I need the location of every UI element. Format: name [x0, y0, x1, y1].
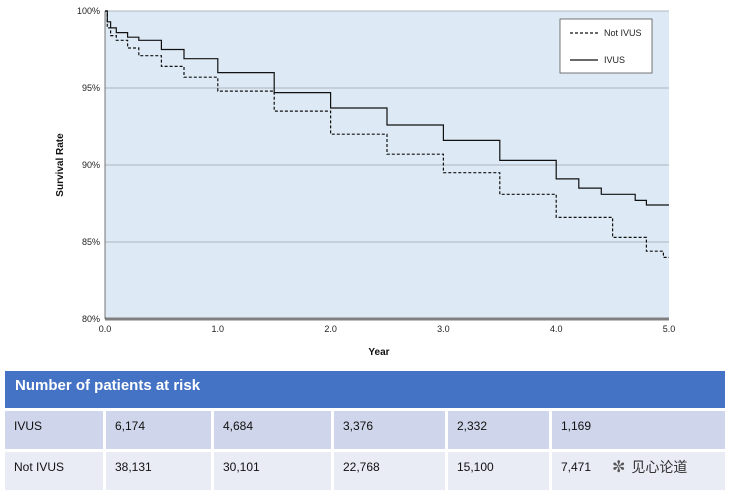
table-cell: 22,768 [334, 452, 445, 490]
survival-chart: 80% 85% 90% 95% 100% 0.0 1.0 2.0 3.0 4.0 5.0 Survi… [55, 6, 675, 358]
y-tick-label: 90% [82, 160, 100, 170]
y-tick-label: 85% [82, 237, 100, 247]
x-tick-label: 4.0 [550, 324, 563, 334]
table-row: Not IVUS 38,131 30,101 22,768 15,100 7,4… [5, 452, 725, 490]
table-cell: 2,332 [448, 411, 549, 449]
watermark: ✼ 见心论道 [612, 457, 687, 477]
grid-lines [104, 10, 669, 321]
table-row: IVUS 6,174 4,684 3,376 2,332 1,169 [5, 411, 725, 449]
legend: Not IVUS IVUS [559, 18, 653, 74]
y-tick-label: 95% [82, 83, 100, 93]
table-cell: 1,169 [552, 411, 725, 449]
table-cell: 3,376 [334, 411, 445, 449]
legend-label-ivus: IVUS [604, 55, 625, 65]
risk-table-title: Number of patients at risk [5, 371, 725, 408]
x-tick-label: 3.0 [437, 324, 450, 334]
table-cell: 30,101 [214, 452, 331, 490]
x-tick-label: 5.0 [663, 324, 676, 334]
series-line-not-ivus [105, 10, 669, 258]
row-label: IVUS [5, 411, 103, 449]
patients-at-risk-table: Number of patients at risk IVUS 6,174 4,… [5, 371, 725, 490]
legend-box [559, 18, 653, 74]
x-tick-label: 2.0 [324, 324, 337, 334]
table-cell: 7,471 [552, 452, 725, 490]
x-axis-title: Year [368, 347, 389, 358]
table-cell: 15,100 [448, 452, 549, 490]
y-tick-label: 80% [82, 314, 100, 324]
series-lines [105, 10, 669, 258]
series-line-ivus [105, 10, 669, 206]
axis-ticks: 80% 85% 90% 95% 100% 0.0 1.0 2.0 3.0 4.0 5.0 [77, 6, 675, 334]
y-tick-label: 100% [77, 6, 100, 16]
y-axis-title: Survival Rate [55, 133, 66, 197]
x-tick-label: 0.0 [99, 324, 112, 334]
x-tick-label: 1.0 [212, 324, 225, 334]
watermark-text: 见心论道 [631, 459, 688, 475]
row-label: Not IVUS [5, 452, 103, 490]
wechat-icon: ✼ [612, 459, 626, 476]
table-cell: 4,684 [214, 411, 331, 449]
table-cell: 6,174 [106, 411, 211, 449]
table-cell: 38,131 [106, 452, 211, 490]
legend-label-not-ivus: Not IVUS [604, 28, 642, 38]
